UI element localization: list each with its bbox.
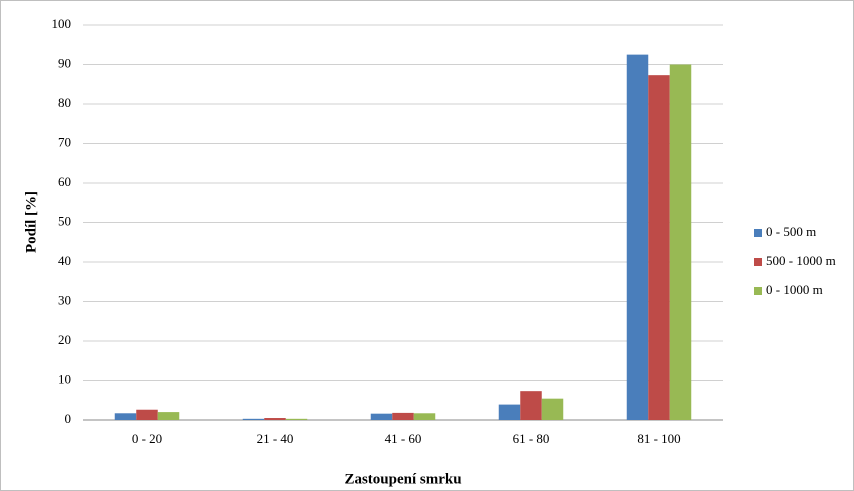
bar	[157, 412, 180, 420]
bar	[285, 418, 308, 420]
y-tick-label: 80	[58, 95, 71, 110]
bar	[669, 64, 692, 420]
bar	[114, 413, 137, 420]
legend-label: 0 - 1000 m	[766, 282, 823, 297]
legend-swatch	[754, 287, 762, 295]
y-tick-label: 50	[58, 213, 71, 228]
y-tick-label: 40	[58, 253, 71, 268]
y-tick-label: 70	[58, 134, 71, 149]
legend-label: 500 - 1000 m	[766, 253, 836, 268]
y-tick-label: 20	[58, 332, 71, 347]
y-tick-label: 60	[58, 174, 71, 189]
x-tick-label: 61 - 80	[513, 431, 550, 446]
y-tick-label: 10	[58, 371, 71, 386]
bar	[498, 404, 521, 420]
y-axis-label: Podíl [%]	[23, 191, 39, 253]
bar	[264, 418, 286, 420]
y-tick-label: 90	[58, 55, 71, 70]
bar	[626, 54, 649, 420]
y-tick-label: 0	[65, 411, 72, 426]
legend-swatch	[754, 258, 762, 266]
bar	[370, 413, 393, 420]
bar	[413, 413, 436, 420]
bar	[541, 398, 564, 420]
bar	[520, 391, 542, 420]
x-axis-label: Zastoupení smrku	[344, 471, 461, 487]
bar	[242, 418, 265, 420]
y-tick-label: 100	[52, 16, 72, 31]
x-tick-label: 41 - 60	[385, 431, 422, 446]
bar	[648, 75, 670, 420]
bar	[392, 412, 414, 420]
x-tick-label: 81 - 100	[637, 431, 680, 446]
bar	[136, 409, 158, 420]
legend-label: 0 - 500 m	[766, 224, 816, 239]
x-tick-label: 21 - 40	[257, 431, 294, 446]
x-tick-label: 0 - 20	[132, 431, 162, 446]
legend-swatch	[754, 229, 762, 237]
y-tick-label: 30	[58, 292, 71, 307]
